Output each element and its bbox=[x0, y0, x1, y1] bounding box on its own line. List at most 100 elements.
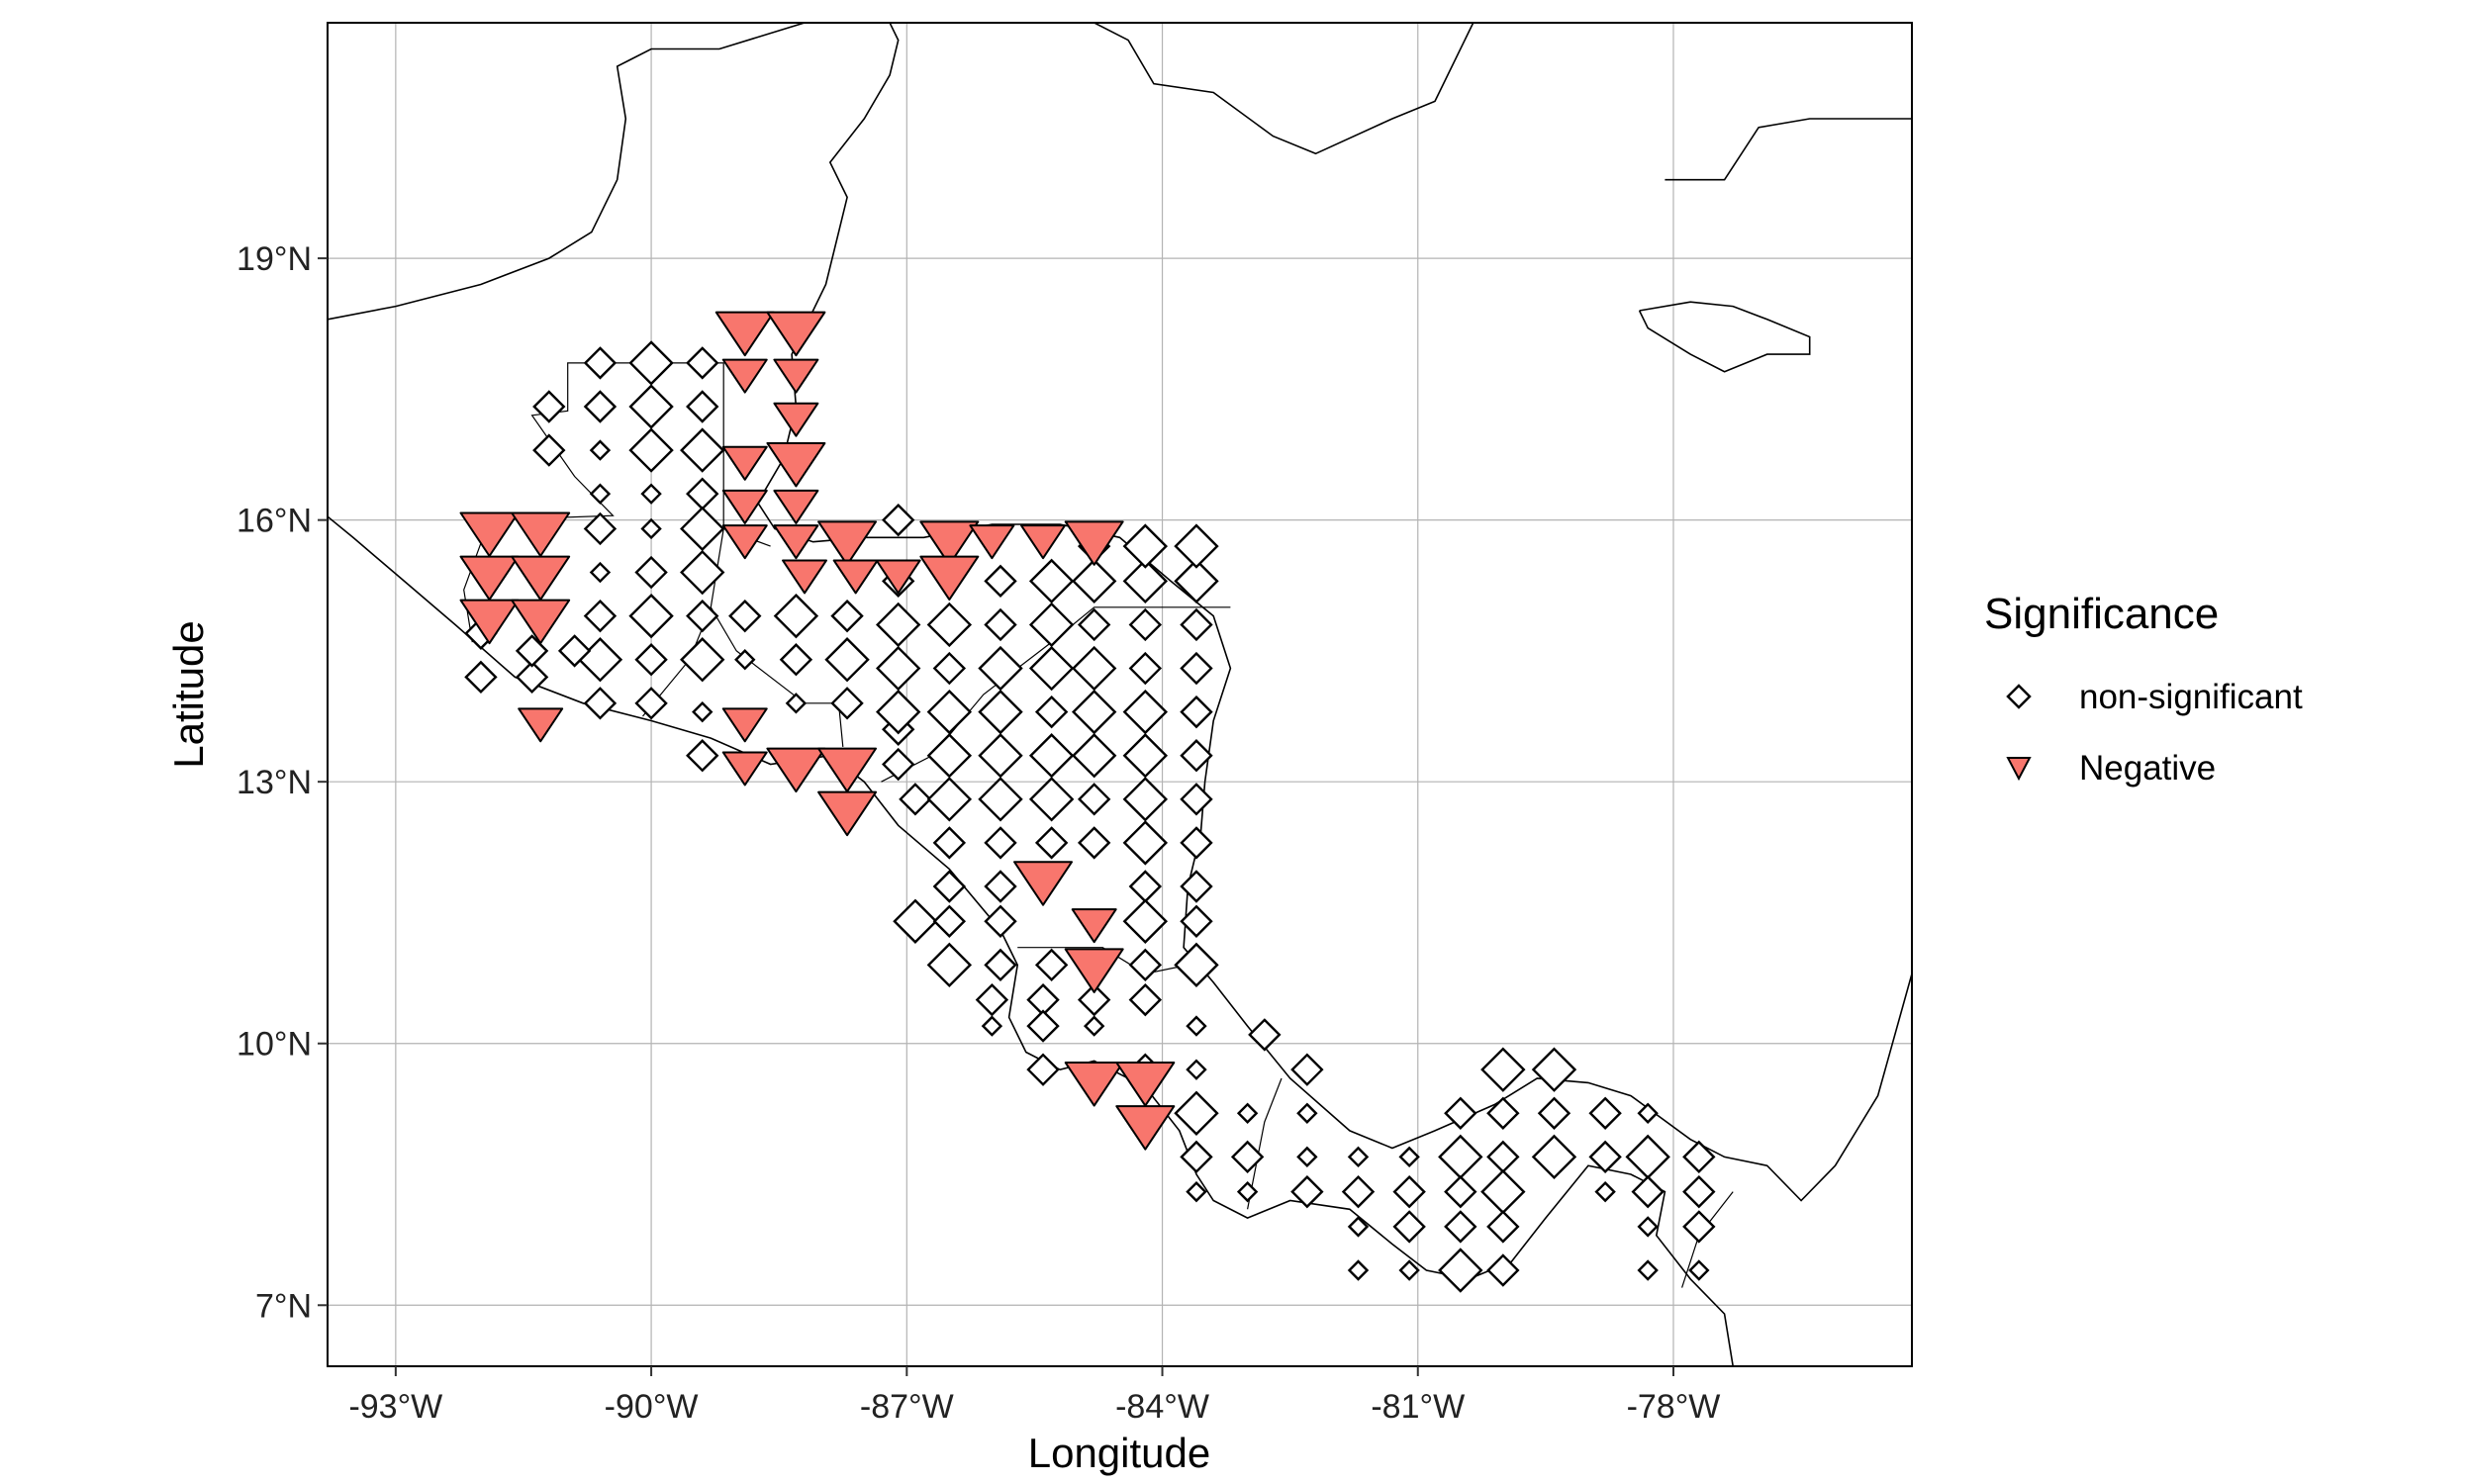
x-tick-label: -84°W bbox=[1115, 1388, 1209, 1426]
marker-non-significant bbox=[1174, 558, 1219, 604]
marker-non-significant bbox=[932, 826, 967, 860]
marker-non-significant bbox=[984, 904, 1017, 938]
marker-non-significant bbox=[981, 1015, 1003, 1037]
marker-non-significant bbox=[876, 689, 921, 735]
marker-negative bbox=[511, 555, 571, 602]
marker-non-significant bbox=[640, 517, 662, 540]
legend: Significance non-significant Negative bbox=[1984, 590, 2303, 788]
marker-non-significant bbox=[1028, 645, 1075, 692]
marker-non-significant bbox=[628, 427, 674, 473]
marker-non-significant bbox=[1480, 1047, 1526, 1092]
marker-non-significant bbox=[1071, 733, 1117, 779]
marker-non-significant bbox=[1230, 1140, 1265, 1174]
marker-non-significant bbox=[1186, 1015, 1207, 1037]
marker-non-significant bbox=[1180, 1140, 1213, 1174]
marker-non-significant bbox=[926, 777, 973, 822]
marker-non-significant bbox=[1236, 1180, 1259, 1203]
marker-non-significant bbox=[1486, 1096, 1520, 1130]
marker-non-significant bbox=[1180, 607, 1213, 642]
marker-non-significant bbox=[1290, 1174, 1324, 1209]
marker-negative bbox=[1115, 1062, 1176, 1107]
marker-non-significant bbox=[1296, 1102, 1318, 1124]
marker-non-significant bbox=[984, 607, 1017, 642]
marker-non-significant bbox=[692, 700, 714, 723]
marker-non-significant bbox=[882, 503, 915, 537]
marker-negative bbox=[721, 358, 768, 394]
marker-non-significant bbox=[680, 637, 725, 683]
marker-negative bbox=[1115, 1105, 1176, 1151]
plot-background bbox=[328, 23, 1912, 1366]
marker-negative bbox=[1020, 524, 1067, 560]
marker-non-significant bbox=[1077, 783, 1111, 816]
marker-negative bbox=[721, 489, 768, 524]
marker-non-significant bbox=[583, 346, 618, 380]
x-tick-label: -93°W bbox=[348, 1388, 442, 1426]
marker-non-significant bbox=[1174, 1090, 1219, 1136]
marker-negative bbox=[766, 311, 826, 357]
marker-non-significant bbox=[1444, 1174, 1477, 1209]
marker-non-significant bbox=[1682, 1140, 1716, 1174]
marker-non-significant bbox=[1631, 1174, 1665, 1209]
marker-non-significant bbox=[926, 689, 973, 735]
marker-non-significant bbox=[634, 687, 668, 720]
marker-non-significant bbox=[583, 599, 618, 633]
marker-non-significant bbox=[1028, 777, 1075, 822]
marker-negative bbox=[766, 441, 826, 488]
marker-non-significant bbox=[978, 689, 1023, 735]
marker-non-significant bbox=[876, 602, 921, 648]
marker-non-significant bbox=[1392, 1210, 1426, 1244]
marker-non-significant bbox=[1290, 1053, 1324, 1086]
marker-non-significant bbox=[882, 747, 915, 782]
marker-negative bbox=[773, 489, 819, 524]
marker-non-significant bbox=[589, 439, 612, 461]
marker-non-significant bbox=[1486, 1210, 1520, 1244]
marker-non-significant bbox=[1034, 826, 1069, 860]
marker-non-significant bbox=[589, 483, 612, 505]
marker-negative bbox=[875, 559, 921, 595]
marker-non-significant bbox=[1174, 942, 1219, 988]
marker-non-significant bbox=[978, 733, 1023, 779]
marker-non-significant bbox=[1128, 948, 1163, 982]
marker-negative bbox=[1013, 861, 1074, 906]
plot-frame bbox=[327, 22, 1913, 1367]
marker-non-significant bbox=[1637, 1259, 1659, 1281]
coastline bbox=[328, 515, 1734, 1366]
marker-negative bbox=[773, 358, 819, 394]
y-tick-label: 16°N bbox=[237, 503, 312, 540]
marker-negative bbox=[721, 445, 768, 481]
marker-non-significant bbox=[1034, 695, 1069, 729]
coastline bbox=[756, 23, 1912, 1202]
marker-negative bbox=[817, 747, 878, 793]
y-axis-ticks: 7°N 10°N 13°N 16°N 19°N bbox=[237, 240, 328, 1325]
marker-non-significant bbox=[824, 637, 870, 683]
coastline bbox=[328, 23, 891, 321]
marker-non-significant bbox=[978, 645, 1023, 692]
marker-non-significant bbox=[926, 942, 973, 988]
marker-non-significant bbox=[1128, 651, 1163, 686]
marker-non-significant bbox=[893, 898, 938, 944]
marker-negative bbox=[817, 790, 878, 837]
marker-non-significant bbox=[975, 982, 1009, 1017]
marker-non-significant bbox=[1682, 1210, 1716, 1244]
marker-non-significant bbox=[1180, 739, 1213, 773]
marker-non-significant bbox=[1128, 607, 1163, 642]
coastlines bbox=[328, 23, 1912, 1366]
marker-non-significant bbox=[583, 390, 618, 423]
marker-non-significant bbox=[1444, 1210, 1477, 1244]
marker-negative bbox=[1071, 908, 1117, 944]
x-tick-label: -78°W bbox=[1627, 1388, 1721, 1426]
coastline bbox=[1092, 23, 1475, 155]
marker-non-significant bbox=[1531, 1134, 1577, 1180]
marker-non-significant bbox=[1486, 1253, 1520, 1287]
y-tick-label: 10°N bbox=[237, 1026, 312, 1064]
marker-non-significant bbox=[515, 660, 549, 695]
legend-label-negative: Negative bbox=[2079, 749, 2216, 788]
marker-non-significant bbox=[1122, 820, 1169, 866]
x-tick-label: -90°W bbox=[605, 1388, 699, 1426]
marker-non-significant bbox=[1122, 898, 1169, 944]
marker-negative bbox=[773, 402, 819, 437]
marker-non-significant bbox=[1186, 1180, 1207, 1203]
marker-non-significant bbox=[680, 549, 725, 596]
y-axis-title: Latitude bbox=[165, 620, 212, 768]
marker-non-significant bbox=[1083, 1015, 1105, 1037]
